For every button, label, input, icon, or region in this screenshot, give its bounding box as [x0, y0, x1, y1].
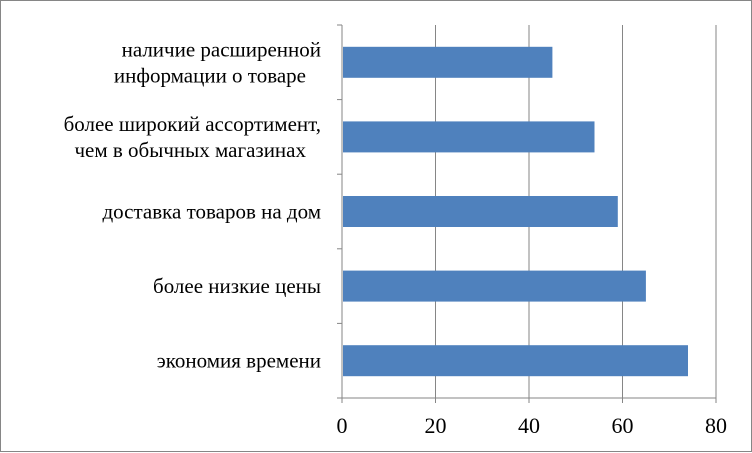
x-tick-label-80: 80	[705, 413, 727, 438]
bars	[343, 46, 688, 377]
category-label-1: более низкие цены	[153, 274, 321, 298]
bar-2	[343, 196, 618, 227]
x-tick-label-60: 60	[612, 413, 634, 438]
category-labels: экономия времени более низкие цены доставк…	[64, 37, 321, 372]
bar-0	[343, 345, 688, 377]
category-label-2: доставка товаров на дом	[102, 200, 321, 224]
x-tick-label-20: 20	[425, 413, 447, 438]
category-label-0: экономия времени	[157, 349, 321, 373]
category-label-3: более широкий ассортимент, чем в обычных …	[64, 112, 321, 162]
bar-4	[343, 46, 553, 78]
bar-3	[343, 121, 595, 153]
bar-1	[343, 270, 646, 302]
axes	[337, 24, 717, 403]
x-tick-label-40: 40	[518, 413, 540, 438]
x-tick-labels: 0 20 40 60 80	[337, 413, 728, 438]
x-tick-label-0: 0	[337, 413, 348, 438]
category-label-4: наличие расширенной информации о товаре	[114, 37, 321, 87]
